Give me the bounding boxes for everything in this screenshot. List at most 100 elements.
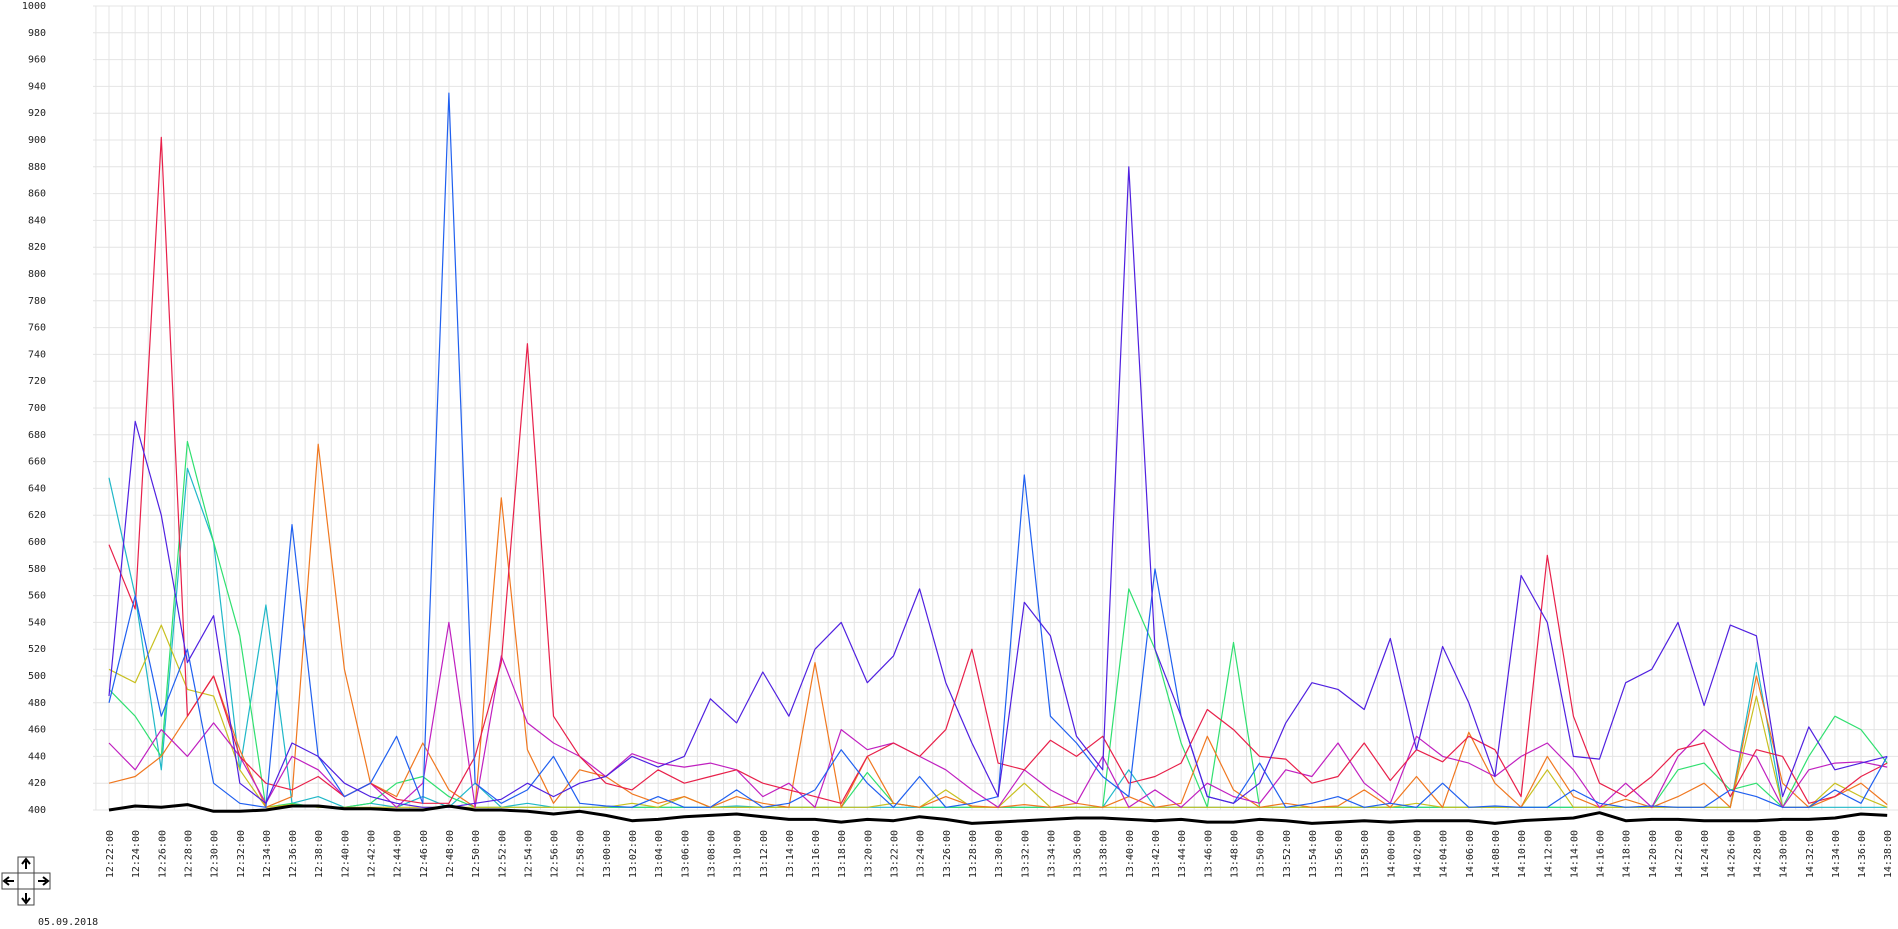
series-line — [108, 803, 1888, 825]
x-tick-label: 13:56:00 — [1334, 830, 1345, 878]
x-tick-label: 12:58:00 — [576, 830, 587, 878]
y-tick-label: 760 — [28, 323, 46, 334]
x-tick-label: 14:22:00 — [1674, 830, 1685, 878]
y-tick-label: 860 — [28, 189, 46, 200]
x-tick-label: 12:36:00 — [288, 830, 299, 878]
x-tick-label: 12:26:00 — [157, 830, 168, 878]
x-tick-label: 14:08:00 — [1491, 830, 1502, 878]
x-tick-label: 13:28:00 — [968, 830, 979, 878]
y-tick-label: 480 — [28, 698, 46, 709]
x-tick-label: 14:30:00 — [1779, 830, 1790, 878]
x-tick-label: 12:46:00 — [419, 830, 430, 878]
x-tick-label: 13:52:00 — [1282, 830, 1293, 878]
x-tick-label: 14:26:00 — [1726, 830, 1737, 878]
x-tick-label: 13:44:00 — [1177, 830, 1188, 878]
x-tick-label: 13:16:00 — [811, 830, 822, 878]
series-line — [108, 166, 1888, 808]
y-tick-label: 680 — [28, 430, 46, 441]
y-tick-label: 540 — [28, 617, 46, 628]
y-tick-label: 940 — [28, 81, 46, 92]
x-tick-label: 14:24:00 — [1700, 830, 1711, 878]
y-tick-label: 960 — [28, 55, 46, 66]
y-tick-label: 880 — [28, 162, 46, 173]
y-tick-label: 660 — [28, 457, 46, 468]
y-tick-label: 900 — [28, 135, 46, 146]
x-tick-label: 12:34:00 — [262, 830, 273, 878]
x-tick-label: 14:12:00 — [1543, 830, 1554, 878]
x-tick-label: 12:48:00 — [445, 830, 456, 878]
x-tick-label: 13:18:00 — [837, 830, 848, 878]
y-tick-label: 400 — [28, 805, 46, 816]
x-tick-label: 13:00:00 — [602, 830, 613, 878]
x-tick-label: 14:06:00 — [1465, 830, 1476, 878]
x-tick-label: 13:50:00 — [1256, 830, 1267, 878]
x-tick-label: 12:56:00 — [550, 830, 561, 878]
x-tick-label: 12:38:00 — [314, 830, 325, 878]
x-tick-label: 14:36:00 — [1857, 830, 1868, 878]
x-tick-label: 13:14:00 — [785, 830, 796, 878]
x-tick-label: 14:14:00 — [1569, 830, 1580, 878]
y-tick-label: 820 — [28, 242, 46, 253]
y-tick-label: 800 — [28, 269, 46, 280]
x-tick-label: 14:16:00 — [1596, 830, 1607, 878]
x-tick-label: 13:06:00 — [680, 830, 691, 878]
x-tick-label: 12:50:00 — [471, 830, 482, 878]
y-tick-label: 840 — [28, 215, 46, 226]
x-tick-label: 12:32:00 — [236, 830, 247, 878]
x-tick-label: 13:34:00 — [1046, 830, 1057, 878]
x-tick-label: 14:28:00 — [1752, 830, 1763, 878]
x-tick-label: 12:44:00 — [393, 830, 404, 878]
x-tick-label: 12:40:00 — [340, 830, 351, 878]
y-tick-label: 700 — [28, 403, 46, 414]
date-label: 05.09.2018 — [38, 917, 98, 928]
x-tick-label: 14:34:00 — [1831, 830, 1842, 878]
x-tick-label: 13:02:00 — [628, 830, 639, 878]
x-tick-label: 14:18:00 — [1622, 830, 1633, 878]
y-tick-label: 420 — [28, 778, 46, 789]
x-tick-label: 12:52:00 — [497, 830, 508, 878]
x-tick-label: 13:24:00 — [916, 830, 927, 878]
y-tick-label: 640 — [28, 483, 46, 494]
x-tick-label: 13:26:00 — [942, 830, 953, 878]
series-line — [108, 136, 1888, 804]
y-tick-label: 460 — [28, 725, 46, 736]
x-tick-label: 14:38:00 — [1883, 830, 1894, 878]
x-tick-label: 12:22:00 — [105, 830, 116, 878]
x-tick-label: 13:48:00 — [1229, 830, 1240, 878]
x-tick-label: 13:20:00 — [863, 830, 874, 878]
x-tick-label: 13:36:00 — [1073, 830, 1084, 878]
x-tick-label: 14:20:00 — [1648, 830, 1659, 878]
nav-control[interactable] — [1, 856, 51, 906]
grid — [93, 5, 1898, 811]
x-tick-label: 14:32:00 — [1805, 830, 1816, 878]
y-tick-label: 600 — [28, 537, 46, 548]
x-tick-label: 13:58:00 — [1360, 830, 1371, 878]
x-tick-label: 12:24:00 — [131, 830, 142, 878]
y-tick-label: 720 — [28, 376, 46, 387]
x-tick-label: 12:28:00 — [183, 830, 194, 878]
x-tick-label: 14:02:00 — [1413, 830, 1424, 878]
x-tick-label: 14:04:00 — [1439, 830, 1450, 878]
x-tick-label: 13:54:00 — [1308, 830, 1319, 878]
y-tick-label: 520 — [28, 644, 46, 655]
x-tick-label: 13:42:00 — [1151, 830, 1162, 878]
series-line — [108, 621, 1888, 808]
y-tick-label: 500 — [28, 671, 46, 682]
y-tick-label: 980 — [28, 28, 46, 39]
x-tick-label: 13:12:00 — [759, 830, 770, 878]
x-tick-label: 13:08:00 — [706, 830, 717, 878]
y-tick-label: 620 — [28, 510, 46, 521]
y-tick-label: 440 — [28, 751, 46, 762]
y-tick-label: 1000 — [22, 1, 46, 12]
x-tick-label: 13:04:00 — [654, 830, 665, 878]
x-tick-label: 12:30:00 — [210, 830, 221, 878]
x-tick-label: 12:42:00 — [367, 830, 378, 878]
x-tick-label: 13:32:00 — [1020, 830, 1031, 878]
x-tick-label: 13:40:00 — [1125, 830, 1136, 878]
x-tick-label: 13:10:00 — [733, 830, 744, 878]
x-tick-label: 13:30:00 — [994, 830, 1005, 878]
x-tick-label: 12:54:00 — [523, 830, 534, 878]
x-tick-label: 13:38:00 — [1099, 830, 1110, 878]
y-tick-label: 580 — [28, 564, 46, 575]
